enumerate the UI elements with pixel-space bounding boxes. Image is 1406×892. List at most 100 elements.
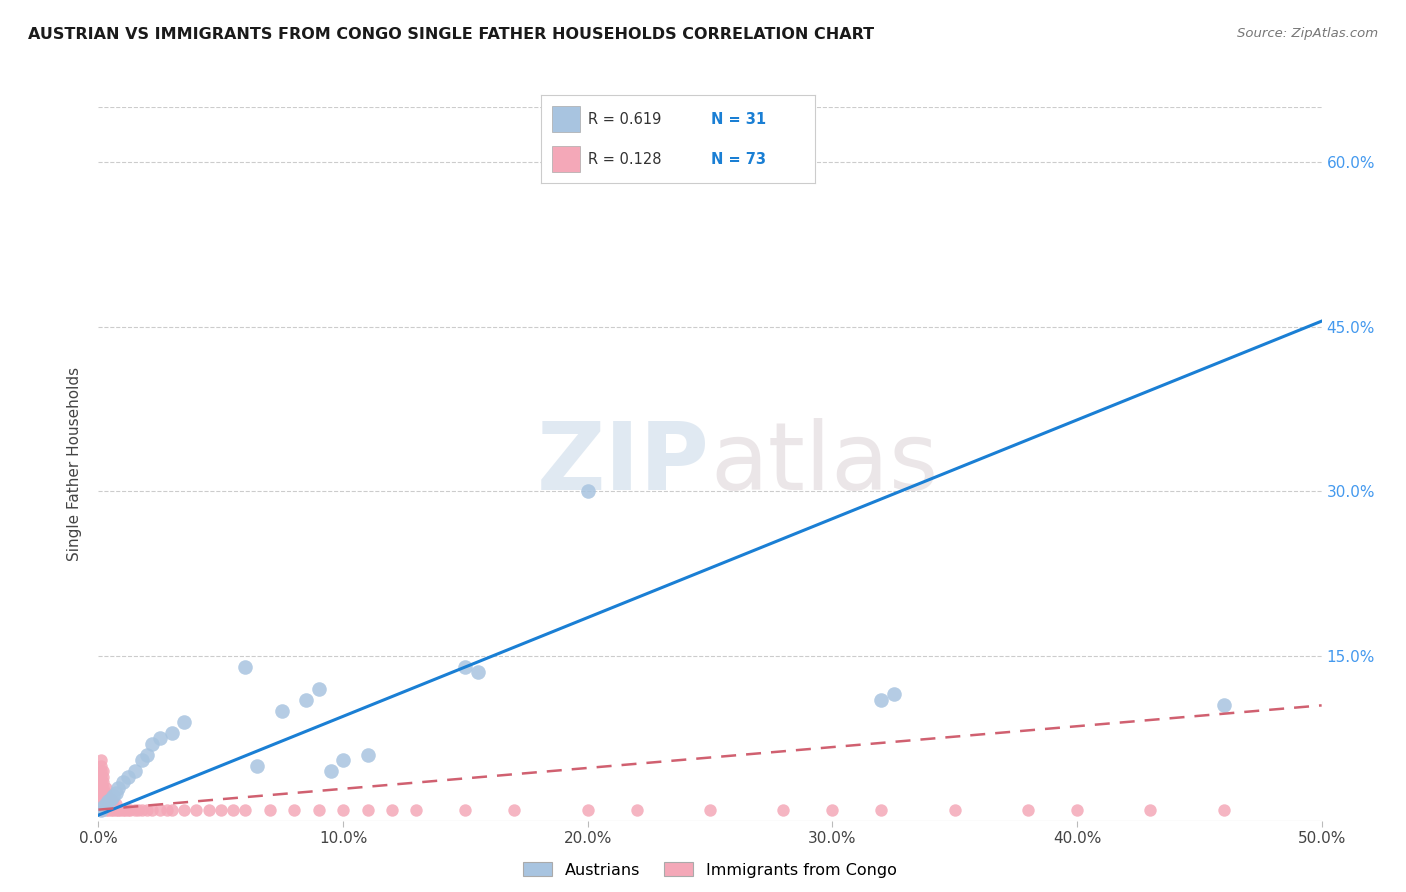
Point [626,803,648,817]
Point [90,764,112,779]
Point [246,758,269,772]
Point [1066,803,1088,817]
Point [131,753,153,767]
Point [114,803,136,817]
Point [111,775,134,789]
Point [576,803,599,817]
Point [308,681,330,696]
Point [233,803,256,817]
Text: R = 0.619: R = 0.619 [588,112,661,127]
Point [576,484,599,499]
Point [870,693,893,707]
Point [90,775,112,789]
Point [124,764,146,779]
Point [283,803,305,817]
Point [104,797,127,812]
Point [883,687,905,701]
Point [772,803,794,817]
Point [91,770,114,784]
Point [454,803,477,817]
Point [356,747,378,762]
Point [209,803,232,817]
Point [91,764,114,779]
Point [94,786,117,800]
Text: AUSTRIAN VS IMMIGRANTS FROM CONGO SINGLE FATHER HOUSEHOLDS CORRELATION CHART: AUSTRIAN VS IMMIGRANTS FROM CONGO SINGLE… [28,27,875,42]
Point [94,791,117,805]
Point [91,791,114,805]
Point [90,780,112,795]
Point [90,803,112,817]
Point [124,803,146,817]
Point [1139,803,1161,817]
Point [90,770,112,784]
Point [332,753,354,767]
Point [503,803,526,817]
Point [131,803,153,817]
Text: Source: ZipAtlas.com: Source: ZipAtlas.com [1237,27,1378,40]
Point [120,803,142,817]
Point [141,737,163,751]
Point [136,803,159,817]
Point [870,803,893,817]
Point [117,803,139,817]
Point [90,803,112,817]
Point [94,803,117,817]
Point [90,786,112,800]
Point [101,789,124,804]
Point [381,803,404,817]
Point [91,780,114,795]
Point [100,791,122,805]
Y-axis label: Single Father Households: Single Father Households [67,367,83,561]
Point [100,791,122,805]
Point [222,803,245,817]
Point [233,660,256,674]
Point [91,803,114,817]
Point [127,803,149,817]
Point [1017,803,1039,817]
Point [97,791,120,805]
Point [332,803,354,817]
Point [160,726,183,740]
Point [295,693,318,707]
Point [97,803,120,817]
Text: N = 73: N = 73 [711,152,766,167]
Text: N = 31: N = 31 [711,112,766,127]
Point [91,797,114,812]
Point [259,803,281,817]
Point [1212,803,1234,817]
Point [100,803,122,817]
Point [107,780,129,795]
Point [90,753,112,767]
Point [104,803,127,817]
Point [319,764,342,779]
Point [94,797,117,812]
Text: R = 0.128: R = 0.128 [588,152,661,167]
Point [117,770,139,784]
Point [101,803,124,817]
Point [136,747,159,762]
Bar [553,106,579,132]
Point [90,797,112,812]
Point [149,803,172,817]
Point [156,803,179,817]
Point [173,803,195,817]
Point [356,803,378,817]
Point [270,704,294,718]
Point [308,803,330,817]
Point [943,803,966,817]
Point [97,797,120,812]
Point [141,803,163,817]
Point [173,714,195,729]
Text: ZIP: ZIP [537,417,710,510]
Point [467,665,489,680]
Point [110,803,132,817]
Point [101,797,124,812]
Point [97,794,120,808]
Point [1212,698,1234,713]
Point [699,803,721,817]
Text: atlas: atlas [710,417,938,510]
Point [100,797,122,812]
Point [91,775,114,789]
Point [454,660,477,674]
Point [186,803,208,817]
